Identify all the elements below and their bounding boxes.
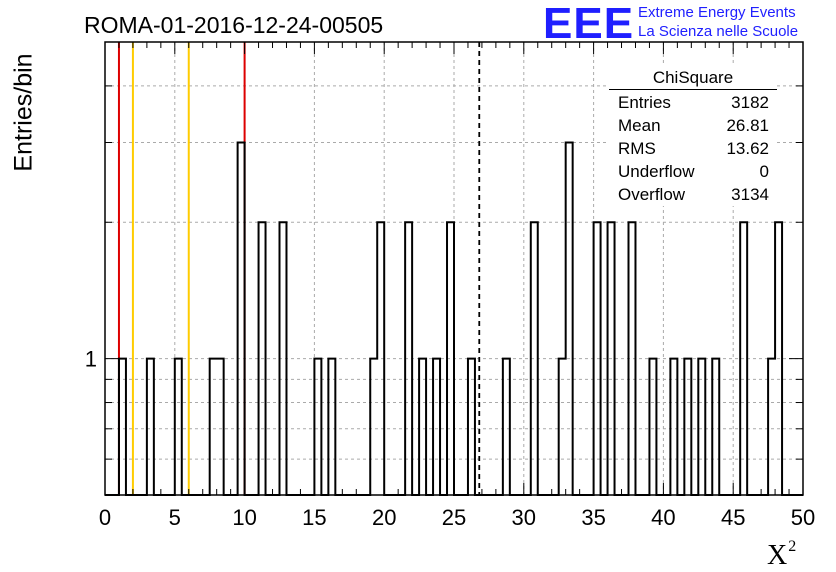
logo-line-2: La Scienza nelle Scuole bbox=[638, 23, 799, 40]
stats-label: Mean bbox=[618, 116, 661, 135]
x-tick-label: 45 bbox=[721, 505, 745, 530]
stats-label: Underflow bbox=[618, 162, 695, 181]
stats-value: 3182 bbox=[731, 93, 769, 112]
y-axis-label: Entries/bin bbox=[9, 53, 38, 172]
x-axis-label-superscript: 2 bbox=[788, 538, 797, 555]
axis-ticks: 0 5 10 15 20 25 30 35 40 45 50 1 bbox=[85, 42, 815, 530]
y-tick-label: 1 bbox=[85, 347, 97, 372]
x-tick-label: 10 bbox=[232, 505, 256, 530]
stats-label: Overflow bbox=[618, 185, 686, 204]
stats-row-entries: Entries 3182 bbox=[609, 91, 777, 114]
stats-row-mean: Mean 26.81 bbox=[609, 114, 777, 137]
stats-value: 26.81 bbox=[726, 116, 769, 135]
x-axis-label-base: X bbox=[767, 540, 788, 571]
eee-logo: EEE bbox=[543, 0, 635, 48]
x-tick-label: 50 bbox=[791, 505, 815, 530]
stats-label: RMS bbox=[618, 139, 656, 158]
chart-title: ROMA-01-2016-12-24-00505 bbox=[84, 12, 384, 38]
x-axis-label: X2 bbox=[767, 538, 796, 572]
stats-row-underflow: Underflow 0 bbox=[609, 160, 777, 183]
stats-box: ChiSquare Entries 3182 Mean 26.81 RMS 13.62… bbox=[609, 66, 777, 206]
stats-label: Entries bbox=[618, 93, 671, 112]
x-tick-label: 40 bbox=[651, 505, 675, 530]
x-tick-label: 30 bbox=[512, 505, 536, 530]
x-tick-label: 5 bbox=[169, 505, 181, 530]
stats-row-overflow: Overflow 3134 bbox=[609, 183, 777, 206]
stats-title: ChiSquare bbox=[609, 66, 777, 90]
x-tick-label: 20 bbox=[372, 505, 396, 530]
logo-line-1: Extreme Energy Events bbox=[638, 4, 796, 21]
stats-row-rms: RMS 13.62 bbox=[609, 137, 777, 160]
stats-value: 13.62 bbox=[726, 139, 769, 158]
stats-value: 3134 bbox=[731, 185, 769, 204]
stats-value: 0 bbox=[759, 162, 769, 181]
x-tick-label: 0 bbox=[99, 505, 111, 530]
x-tick-label: 15 bbox=[302, 505, 326, 530]
x-tick-label: 25 bbox=[442, 505, 466, 530]
x-tick-label: 35 bbox=[581, 505, 605, 530]
